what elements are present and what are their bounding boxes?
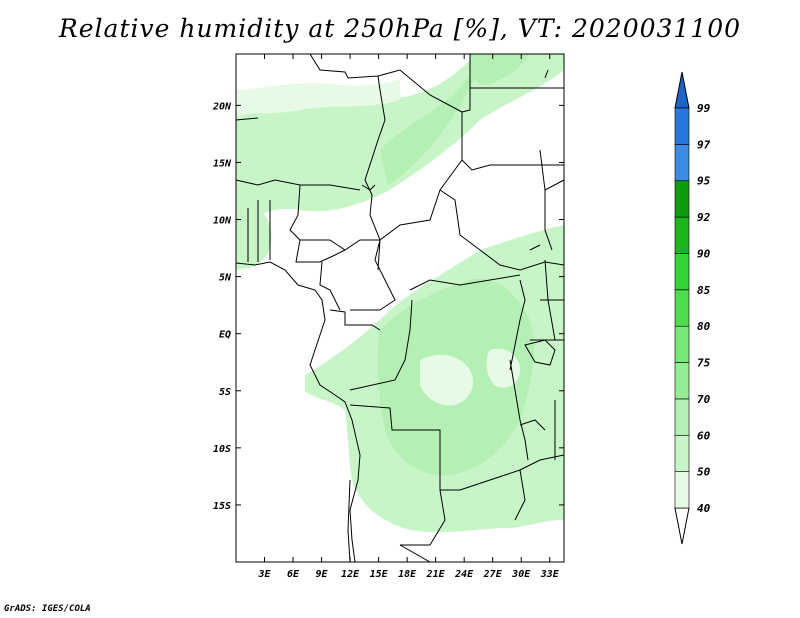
colorbar-label: 90: [697, 247, 711, 260]
colorbar-label: 92: [697, 211, 711, 224]
lon-tick-label: 33E: [540, 569, 560, 580]
map-title: Relative humidity at 250hPa [%], VT: 202…: [58, 14, 742, 43]
colorbar-label: 95: [697, 175, 711, 188]
lakes: [361, 69, 556, 461]
lat-tick-label: 15S: [213, 501, 231, 512]
lat-ticks: 20N 15N 10N 5N EQ 5S 10S 15S: [212, 101, 564, 512]
colorbar-swatch: [674, 362, 690, 400]
lon-tick-label: 15E: [370, 569, 389, 580]
humidity-area-westcoast: [236, 198, 272, 270]
lon-tick-label: 12E: [341, 569, 360, 580]
colorbar-swatch: [674, 144, 690, 182]
lon-tick-label: 18E: [398, 569, 417, 580]
lon-tick-label: 24E: [454, 569, 474, 580]
colorbar-below-arrow: [674, 507, 690, 545]
lat-tick-label: 20N: [212, 101, 232, 112]
coastline: [236, 261, 361, 562]
colorbar-swatch: [674, 107, 690, 145]
colorbar-label: 60: [697, 429, 711, 442]
colorbar-swatch: [674, 434, 690, 472]
colorbar-swatch: [674, 216, 690, 254]
colorbar-label: 80: [697, 320, 711, 333]
humidity-area-central-light: [420, 354, 474, 406]
lon-tick-label: 9E: [316, 569, 329, 580]
humidity-field: [236, 54, 564, 533]
colorbar-above-arrow: [674, 71, 690, 109]
colorbar-label: 99: [697, 102, 711, 115]
colorbar-label: 70: [697, 393, 711, 406]
lon-tick-label: 30E: [511, 569, 531, 580]
lat-tick-label: 10N: [213, 216, 232, 227]
map-boundaries: [236, 54, 564, 562]
colorbar-label: 97: [697, 138, 711, 151]
map-frame: 3E 6E 9E 12E 15E 18E 21E 24E 27E 30E 33E 20N 15N 10N…: [212, 53, 565, 580]
colorbar-swatch: [674, 180, 690, 218]
colorbar-swatch: [674, 289, 690, 327]
lat-tick-label: 5N: [219, 273, 232, 284]
humidity-area-east-light: [486, 348, 520, 388]
colorbar-label: 40: [697, 502, 711, 515]
lat-tick-label: EQ: [219, 330, 231, 341]
colorbar-swatch: [674, 471, 690, 509]
humidity-area-sahel-light: [236, 80, 400, 118]
lon-tick-label: 3E: [257, 569, 271, 580]
colorbar-label: 50: [697, 466, 711, 479]
lat-tick-label: 5S: [219, 387, 231, 398]
colorbar-label: 85: [697, 284, 711, 297]
humidity-area-northeast: [470, 54, 530, 86]
lat-tick-label: 10S: [213, 444, 231, 455]
lon-tick-label: 6E: [287, 569, 300, 580]
credit-label: GrADS: IGES/COLA: [4, 604, 91, 614]
lon-tick-label: 21E: [426, 569, 446, 580]
colorbar-swatch: [674, 325, 690, 363]
colorbar-swatch: [674, 253, 690, 291]
lon-ticks: 3E 6E 9E 12E 15E 18E 21E 24E 27E 30E 33E: [257, 54, 560, 580]
lon-tick-label: 27E: [483, 569, 503, 580]
lat-tick-label: 15N: [213, 158, 232, 169]
colorbar-swatch: [674, 398, 690, 436]
country-borders: [236, 54, 564, 562]
colorbar: 40 50 60 70 75 80 85 90 92 95 97 99: [674, 71, 711, 545]
humidity-area-sahel-mid: [380, 66, 480, 185]
colorbar-label: 75: [697, 357, 711, 370]
